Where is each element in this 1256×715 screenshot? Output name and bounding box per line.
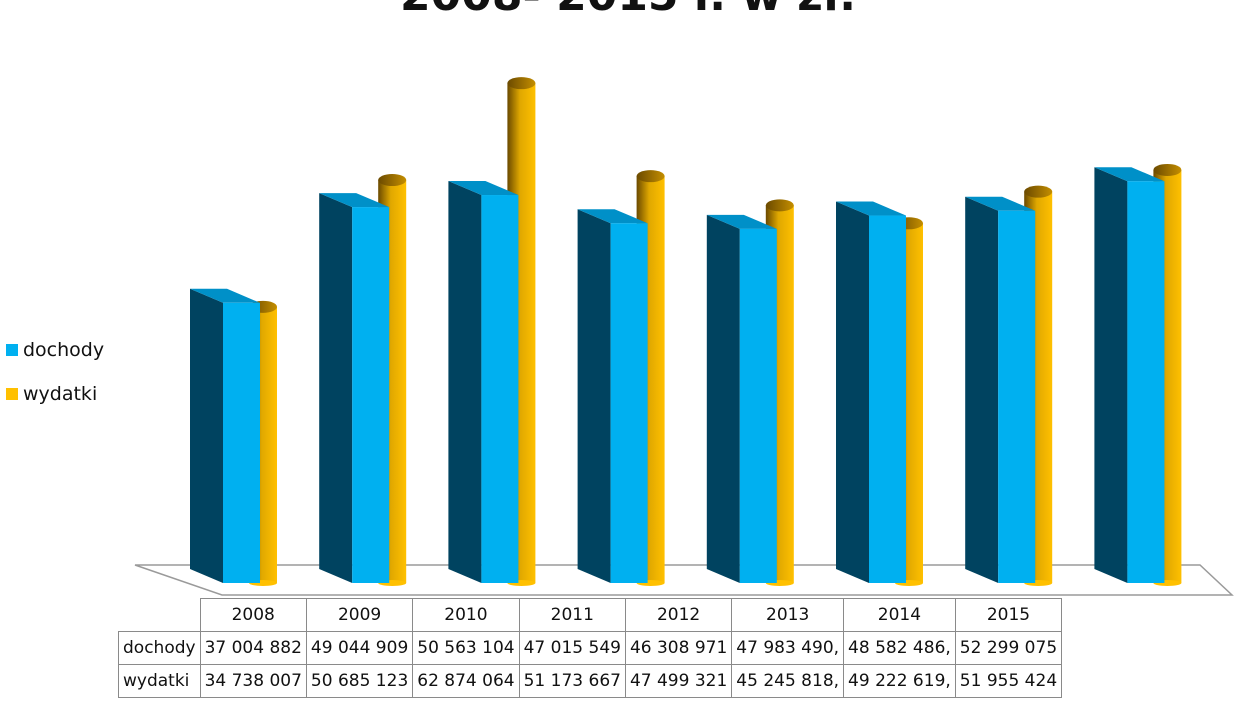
bar-wydatki-top-2010 [507,77,536,90]
legend-swatch-dochody [6,344,18,356]
bar-dochody-side-2015 [1094,167,1128,583]
data-label-dochody: 50 563 104 [412,631,520,665]
legend-item-dochody: dochody [6,336,104,364]
x-tick-label: 2010 [412,598,520,632]
data-label-dochody: 47 983 490, [731,631,845,665]
bar-dochody-top-2009 [319,193,390,208]
legend-label-wydatki: wydatki [23,383,98,405]
table-header-row: 2008 2009 2010 2011 2012 2013 2014 2015 [119,598,1063,632]
data-label-wydatki: 51 173 667 [518,664,626,698]
x-tick-label: 2008 [199,598,307,632]
x-tick-label: 2009 [305,598,414,632]
legend-swatch-wydatki [6,388,18,400]
data-label-wydatki: 62 874 064 [412,664,520,698]
data-label-wydatki: 49 222 619, [843,664,956,698]
table-corner [119,599,201,632]
bar-dochody-2015 [1127,181,1165,583]
bar-dochody-side-2012 [706,214,740,583]
data-label-wydatki: 47 499 321 [624,664,733,698]
row-label-dochody: dochody [118,631,201,665]
chart-floor [134,564,1234,596]
x-tick-label: 2013 [731,598,845,632]
table-row-wydatki: wydatki 34 738 007 50 685 123 62 874 064… [118,664,1063,698]
legend: dochody wydatki [6,336,104,424]
bar-dochody-top-2011 [577,209,648,224]
bar-dochody-2011 [610,223,648,583]
data-table: 2008 2009 2010 2011 2012 2013 2014 2015 … [118,598,1063,698]
bar-wydatki-top-2009 [378,174,407,187]
bar-wydatki-top-2012 [765,199,794,212]
bar-dochody-2009 [352,207,390,584]
bar-dochody-top-2012 [706,214,777,229]
legend-item-wydatki: wydatki [6,380,104,408]
bar-dochody-top-2014 [965,196,1036,211]
bar-dochody-2008 [223,302,260,583]
data-label-dochody: 47 015 549 [518,631,626,665]
bar-dochody-top-2008 [190,288,260,303]
data-label-dochody: 46 308 971 [624,631,733,665]
x-tick-label: 2014 [843,598,956,632]
data-label-dochody: 48 582 486, [843,631,956,665]
bar-dochody-side-2008 [190,288,223,583]
data-label-dochody: 52 299 075 [954,631,1063,665]
table-row-dochody: dochody 37 004 882 49 044 909 50 563 104… [118,631,1063,665]
data-label-wydatki: 34 738 007 [199,664,307,698]
bar-dochody-2014 [998,210,1036,584]
bar-wydatki-top-2015 [1153,163,1182,176]
bar-chart [134,77,1234,596]
bar-dochody-top-2015 [1094,167,1165,182]
x-tick-label: 2012 [624,598,733,632]
chart-title: 2008- 2015 r. w zł. [0,0,1256,21]
x-tick-label: 2011 [518,598,626,632]
data-label-wydatki: 51 955 424 [954,664,1063,698]
data-label-wydatki: 45 245 818, [731,664,845,698]
x-tick-label: 2015 [954,598,1063,632]
bar-dochody-side-2013 [836,201,869,583]
bar-dochody-2013 [869,215,906,583]
data-label-wydatki: 50 685 123 [305,664,414,698]
bar-wydatki-top-2014 [1024,185,1053,198]
bar-wydatki-top-2011 [636,170,665,183]
bar-dochody-side-2014 [965,196,999,584]
bar-dochody-2010 [481,195,519,584]
data-label-dochody: 37 004 882 [199,631,307,665]
data-label-dochody: 49 044 909 [305,631,414,665]
bar-dochody-side-2009 [319,193,353,584]
bar-dochody-side-2011 [577,209,611,583]
bar-dochody-2012 [739,228,777,583]
bar-dochody-side-2010 [448,181,482,584]
bar-dochody-top-2010 [448,181,519,196]
bar-dochody-top-2013 [836,201,906,216]
legend-label-dochody: dochody [23,339,105,361]
row-label-wydatki: wydatki [118,664,201,698]
